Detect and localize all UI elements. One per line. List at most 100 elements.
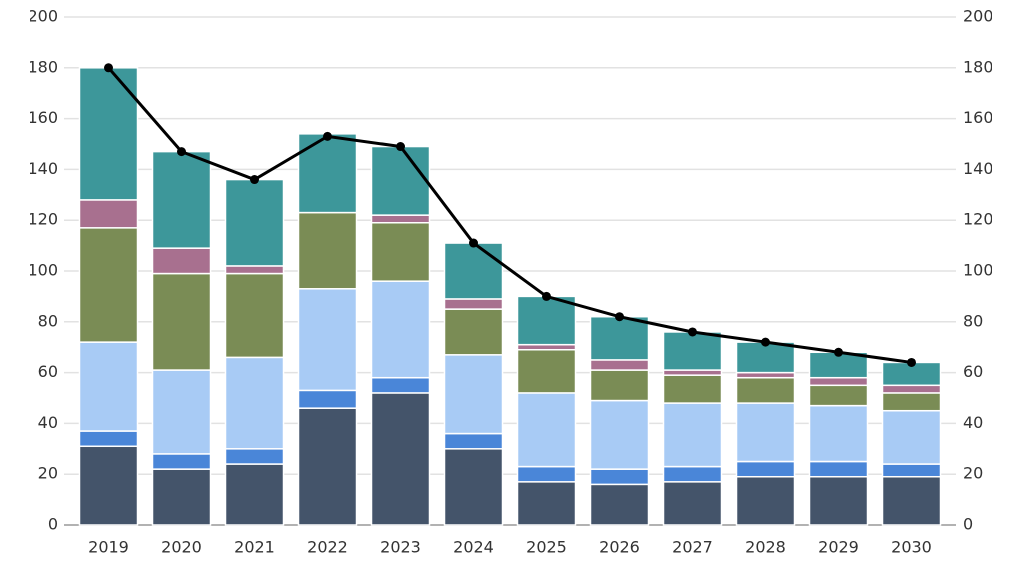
line-point (542, 291, 551, 301)
bar-segment (662, 465, 723, 483)
x-tick-label: 2021 (234, 538, 275, 557)
bar-segment (516, 343, 577, 351)
line-point (396, 142, 405, 152)
bar-segment (151, 369, 212, 455)
bar-segment (881, 463, 942, 478)
bar-segment (808, 384, 869, 407)
bar-segment (78, 199, 139, 229)
x-tick-label: 2026 (599, 538, 640, 557)
y2-tick-label: 200 (963, 7, 994, 26)
bar-segment (370, 376, 431, 394)
x-tick-label: 2025 (526, 538, 567, 557)
bar-segment (151, 272, 212, 371)
bar-segment (151, 150, 212, 249)
y2-tick-label: 0 (963, 515, 973, 534)
bar-segment (224, 356, 285, 450)
bar-segment (589, 483, 650, 526)
y2-tick-label: 80 (963, 311, 983, 330)
x-tick-label: 2022 (307, 538, 348, 557)
bar-segment (808, 475, 869, 526)
y-tick-label: 20 (38, 464, 58, 483)
bar-segment (224, 265, 285, 275)
line-point (688, 327, 697, 337)
line-point (615, 312, 624, 322)
line-point (834, 347, 843, 357)
bar-segment (370, 280, 431, 379)
bar-segment (297, 211, 358, 290)
bar-segment (224, 272, 285, 359)
y-tick-label: 0 (48, 515, 58, 534)
bar-segment (443, 308, 504, 356)
x-tick-label: 2027 (672, 538, 713, 557)
bar-segment (443, 242, 504, 300)
bar-segment (808, 460, 869, 478)
y2-tick-label: 180 (963, 57, 994, 76)
bar-segment (881, 384, 942, 394)
x-tick-label: 2024 (453, 538, 494, 557)
y-axis-labels: 0 20 40 60 80 100 120 140 160 180 200 (27, 7, 58, 534)
bar-segment (151, 247, 212, 275)
bar-segment (370, 392, 431, 526)
y-tick-label: 200 (27, 7, 58, 26)
bar-segment (662, 374, 723, 404)
bar-segment (516, 348, 577, 394)
y2-tick-label: 60 (963, 362, 983, 381)
y-tick-label: 40 (38, 413, 58, 432)
bar-segment (662, 481, 723, 526)
bar-segment (516, 295, 577, 346)
bar-segment (881, 409, 942, 465)
y-tick-label: 180 (27, 57, 58, 76)
bar-segment (297, 288, 358, 392)
bar-segment (589, 315, 650, 361)
y-tick-label: 140 (27, 159, 58, 178)
y2-axis-labels: 0 20 40 60 80 100 120 140 160 180 200 (963, 7, 994, 534)
bar-segment (297, 407, 358, 526)
line-point (104, 63, 113, 73)
bar-segment (224, 463, 285, 526)
bar-segment (589, 369, 650, 402)
bar-segment (735, 475, 796, 526)
line-point (250, 175, 259, 185)
line-point (907, 357, 916, 367)
y2-tick-label: 120 (963, 210, 994, 229)
x-tick-label: 2020 (161, 538, 202, 557)
bar-segment (589, 359, 650, 371)
bar-segment (370, 221, 431, 282)
bar-segment (224, 178, 285, 267)
line-point (761, 337, 770, 347)
bar-segment (735, 402, 796, 463)
y-tick-label: 120 (27, 210, 58, 229)
x-axis-labels: 2019 2020 2021 2022 2023 2024 2025 2026 2027 2028… (88, 538, 932, 557)
y2-tick-label: 160 (963, 108, 994, 127)
bars (78, 67, 942, 526)
y2-tick-label: 140 (963, 159, 994, 178)
bar-segment (78, 341, 139, 432)
y2-tick-label: 20 (963, 464, 983, 483)
line-point (469, 238, 478, 248)
bar-segment (881, 392, 942, 412)
bar-segment (297, 389, 358, 409)
bar-segment (443, 448, 504, 526)
bar-segment (297, 133, 358, 214)
y-tick-label: 160 (27, 108, 58, 127)
bar-segment (443, 298, 504, 310)
bar-segment (78, 67, 139, 201)
bar-segment (443, 354, 504, 435)
bar-segment (589, 468, 650, 486)
bar-segment (516, 465, 577, 483)
x-tick-label: 2019 (88, 538, 129, 557)
bar-segment (78, 227, 139, 343)
x-tick-label: 2030 (891, 538, 932, 557)
bar-segment (78, 445, 139, 526)
y2-tick-label: 100 (963, 261, 994, 280)
bar-segment (662, 331, 723, 371)
line-layer (104, 63, 916, 367)
bar-segment (370, 145, 431, 216)
line-point (177, 147, 186, 157)
bar-segment (881, 475, 942, 526)
bar-segment (735, 376, 796, 404)
bar-segment (224, 448, 285, 465)
bar-segment (589, 399, 650, 470)
bar-segment (151, 468, 212, 526)
